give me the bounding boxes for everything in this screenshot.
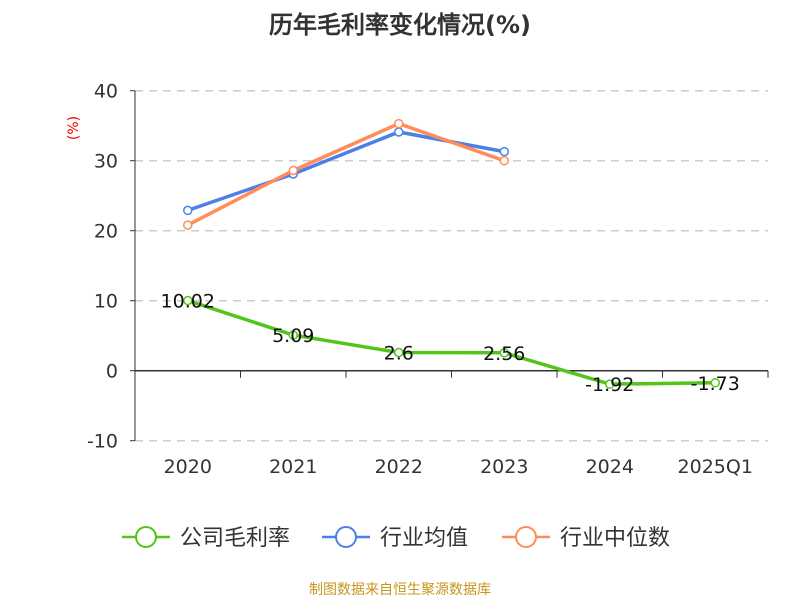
source-note: 制图数据来自恒生聚源数据库 [309, 582, 491, 598]
data-label: -1.92 [585, 374, 634, 396]
series-line [187, 298, 716, 386]
data-point [183, 220, 193, 230]
y-tick-label: 10 [94, 291, 118, 313]
data-point [183, 205, 193, 216]
data-point [394, 118, 404, 129]
data-point [710, 378, 720, 388]
data-point [183, 295, 193, 306]
legend-marker [515, 526, 537, 548]
legend-marker [135, 526, 157, 548]
y-tick-label: 20 [94, 221, 118, 243]
data-point [499, 155, 509, 166]
data-point [605, 379, 615, 389]
x-tick-label: 2023 [480, 456, 528, 478]
data-point [288, 165, 298, 176]
x-tick-label: 2022 [375, 456, 423, 478]
x-tick-label: 2021 [269, 456, 317, 478]
data-label: 2.56 [483, 343, 525, 365]
x-tick-label: 2020 [164, 456, 212, 478]
legend-label: 行业中位数 [560, 526, 670, 551]
y-tick-label: 30 [94, 151, 118, 173]
data-point [499, 348, 509, 358]
chart-title: 历年毛利率变化情况(%) [269, 11, 531, 39]
legend-label: 行业均值 [380, 526, 468, 551]
legend-label: 公司毛利率 [180, 526, 290, 551]
y-axis-label: (%) [66, 116, 82, 140]
y-tick-label: -10 [87, 431, 118, 453]
series-line [186, 121, 505, 227]
data-point [499, 146, 509, 157]
data-label: 10.02 [161, 291, 215, 313]
y-tick-label: 0 [106, 361, 118, 383]
x-tick-label: 2024 [586, 456, 634, 478]
x-tick-label: 2025Q1 [678, 456, 753, 478]
data-point [394, 127, 404, 137]
legend-marker [335, 526, 357, 548]
data-label: 2.6 [384, 343, 414, 365]
data-point [288, 330, 298, 340]
data-point [394, 347, 404, 358]
data-label: -1.73 [691, 373, 740, 395]
data-label: 5.09 [272, 325, 314, 347]
y-tick-label: 40 [94, 81, 118, 103]
